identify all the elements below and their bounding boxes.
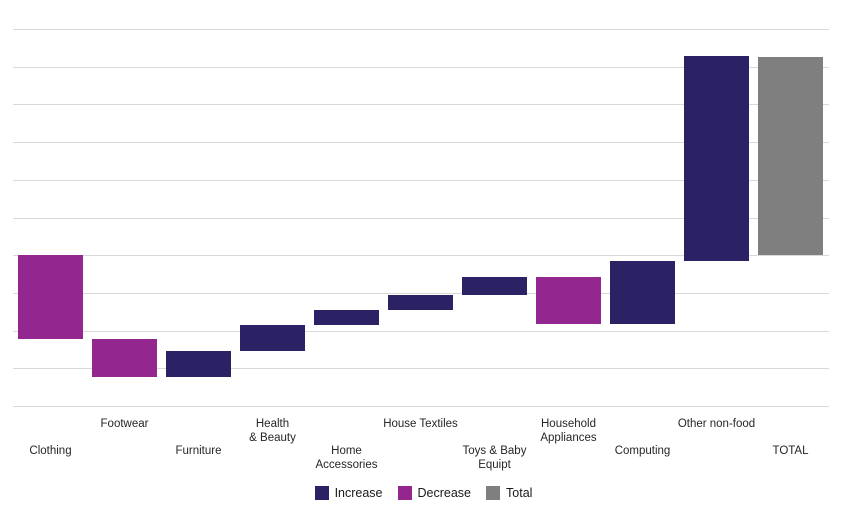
bar-health-beauty bbox=[240, 324, 305, 352]
gridline bbox=[13, 179, 829, 181]
x-axis-label-footwear: Footwear bbox=[100, 418, 149, 430]
bar-house-textiles bbox=[388, 295, 453, 311]
x-axis-label-health-beauty: Health & Beauty bbox=[249, 418, 296, 444]
gridline bbox=[13, 142, 829, 144]
x-axis-label-furniture: Furniture bbox=[175, 445, 222, 457]
bar-computing bbox=[610, 260, 675, 325]
bar-clothing bbox=[18, 255, 83, 339]
x-axis-label-clothing: Clothing bbox=[29, 445, 72, 457]
gridline bbox=[13, 292, 829, 294]
bar-other-non-food bbox=[684, 56, 749, 261]
gridline bbox=[13, 406, 829, 407]
bar-home-accessories bbox=[314, 310, 379, 325]
x-axis-label-household-appliances: Household Appliances bbox=[540, 418, 597, 444]
bar-furniture bbox=[166, 351, 231, 377]
gridline bbox=[13, 104, 829, 106]
legend-item-increase: Increase bbox=[314, 486, 383, 500]
x-axis-label-computing: Computing bbox=[614, 445, 671, 457]
bar-toys-baby-equipt bbox=[462, 277, 527, 296]
legend-label-increase: Increase bbox=[334, 486, 383, 500]
bar-household-appliances bbox=[536, 277, 601, 325]
x-axis-label-total: TOTAL bbox=[772, 445, 809, 457]
bar-total bbox=[758, 56, 823, 256]
x-axis-label-house-textiles: House Textiles bbox=[383, 418, 458, 430]
x-axis-label-home-accessories: Home Accessories bbox=[315, 445, 378, 471]
x-axis-label-other-non-food: Other non-food bbox=[677, 418, 756, 430]
gridline bbox=[13, 29, 829, 30]
gridline bbox=[13, 66, 829, 68]
decrease-swatch-icon bbox=[397, 486, 412, 500]
legend-item-total: Total bbox=[486, 486, 532, 500]
legend-label-decrease: Decrease bbox=[417, 486, 472, 500]
legend-label-total: Total bbox=[506, 486, 533, 500]
increase-swatch-icon bbox=[314, 486, 329, 500]
legend: Increase Decrease Total bbox=[0, 486, 847, 500]
gridline bbox=[13, 330, 829, 332]
gridline bbox=[13, 368, 829, 370]
legend-item-decrease: Decrease bbox=[397, 486, 472, 500]
gridline bbox=[13, 255, 829, 257]
gridline bbox=[13, 217, 829, 219]
x-axis-label-toys-baby-equipt: Toys & Baby Equipt bbox=[462, 445, 527, 471]
total-swatch-icon bbox=[486, 486, 501, 500]
plot-area bbox=[13, 29, 829, 407]
bar-footwear bbox=[92, 338, 157, 377]
